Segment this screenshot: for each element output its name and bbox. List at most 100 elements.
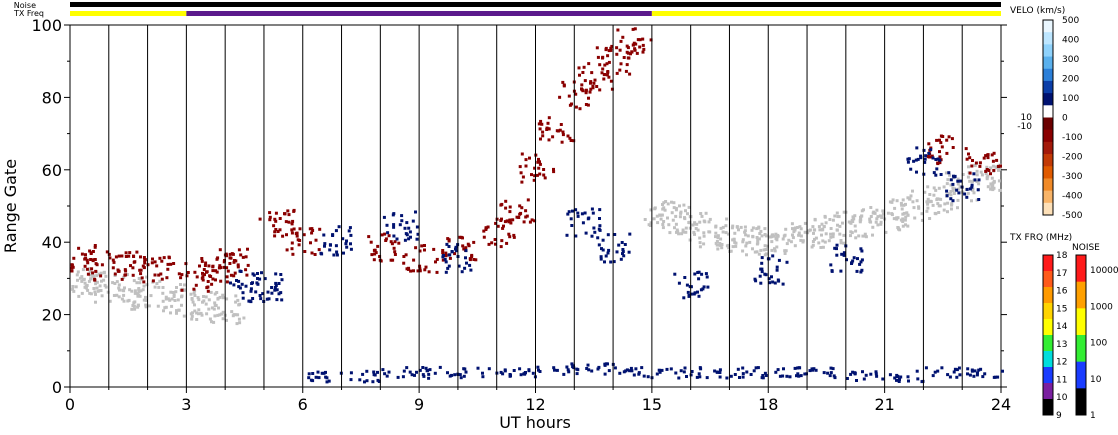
- scatter-point: [598, 228, 602, 232]
- scatter-point: [994, 165, 998, 169]
- scatter-point: [335, 253, 339, 257]
- scatter-point: [229, 256, 233, 260]
- scatter-point: [605, 73, 609, 77]
- scatter-point: [593, 230, 597, 234]
- scatter-point: [798, 366, 802, 370]
- scatter-point: [164, 295, 168, 299]
- scatter-point: [568, 103, 572, 107]
- scatter-point: [677, 376, 681, 380]
- scatter-point: [764, 234, 768, 238]
- scatter-point: [915, 146, 919, 150]
- scatter-point: [827, 239, 831, 243]
- txfreq-colorbar-swatch: [1043, 367, 1053, 384]
- scatter-point: [197, 308, 201, 312]
- scatter-point: [334, 244, 338, 248]
- scatter-point: [273, 217, 277, 221]
- scatter-point: [966, 372, 969, 376]
- scatter-point: [925, 209, 929, 213]
- scatter-point: [484, 228, 488, 231]
- velocity-colorbar-swatch: [1043, 154, 1053, 167]
- scatter-point: [232, 260, 236, 264]
- scatter-point: [533, 166, 537, 170]
- velocity-colorbar-tick: 0: [1062, 114, 1068, 124]
- velocity-colorbar-frame: [1042, 19, 1054, 216]
- scatter-point: [558, 95, 562, 99]
- scatter-point: [607, 49, 611, 53]
- scatter-point: [422, 374, 426, 378]
- velocity-colorbar-swatch: [1043, 190, 1053, 204]
- scatter-point: [704, 211, 708, 215]
- scatter-point: [622, 254, 626, 258]
- scatter-point: [698, 220, 702, 224]
- scatter-point: [916, 377, 920, 381]
- scatter-point: [200, 257, 204, 260]
- scatter-point: [785, 260, 789, 264]
- scatter-point: [849, 372, 853, 376]
- scatter-point: [201, 271, 204, 275]
- scatter-point: [587, 62, 591, 66]
- scatter-point: [412, 269, 415, 273]
- scatter-point: [906, 160, 910, 164]
- scatter-point: [156, 304, 160, 308]
- scatter-point: [200, 259, 204, 263]
- scatter-point: [122, 275, 126, 279]
- scatter-point: [78, 276, 82, 280]
- scatter-point: [976, 188, 980, 192]
- scatter-point: [851, 220, 855, 223]
- scatter-point: [731, 224, 735, 228]
- scatter-point: [796, 366, 799, 370]
- scatter-point: [607, 248, 611, 252]
- scatter-point: [569, 139, 573, 142]
- scatter-point: [849, 234, 852, 238]
- scatter-point: [626, 51, 630, 55]
- scatter-point: [546, 127, 550, 131]
- scatter-point: [600, 71, 604, 75]
- scatter-point: [906, 213, 910, 217]
- scatter-point: [93, 258, 97, 261]
- scatter-point: [311, 229, 315, 232]
- y-tick-label: 80: [42, 88, 62, 107]
- scatter-point: [876, 215, 880, 219]
- scatter-point: [655, 372, 659, 376]
- scatter-point: [138, 294, 142, 298]
- scatter-point: [209, 290, 213, 294]
- scatter-point: [372, 370, 376, 374]
- scatter-point: [830, 269, 834, 273]
- scatter-point: [99, 289, 103, 292]
- scatter-point: [258, 294, 262, 297]
- scatter-point: [83, 285, 87, 289]
- scatter-point: [462, 247, 466, 251]
- scatter-point: [210, 306, 214, 310]
- scatter-point: [444, 251, 448, 255]
- scatter-point: [415, 225, 419, 229]
- scatter-point: [872, 210, 876, 214]
- scatter-point: [662, 201, 666, 205]
- scatter-point: [161, 286, 165, 289]
- scatter-point: [926, 202, 930, 206]
- scatter-point: [675, 228, 679, 232]
- scatter-point: [965, 157, 969, 161]
- scatter-point: [249, 300, 253, 304]
- scatter-point: [831, 232, 835, 236]
- scatter-point: [584, 103, 588, 106]
- scatter-point: [75, 273, 79, 277]
- scatter-point: [841, 221, 844, 225]
- scatter-point: [649, 221, 653, 225]
- scatter-point: [427, 372, 431, 376]
- scatter-point: [938, 161, 942, 165]
- scatter-point: [224, 252, 228, 256]
- scatter-point: [935, 167, 939, 171]
- scatter-point: [755, 227, 759, 231]
- scatter-point: [141, 288, 145, 292]
- scatter-point: [268, 215, 272, 219]
- scatter-point: [464, 246, 468, 250]
- scatter-point: [169, 311, 172, 315]
- scatter-point: [508, 205, 512, 209]
- scatter-point: [94, 300, 97, 304]
- scatter-point: [916, 157, 920, 161]
- scatter-point: [684, 209, 687, 213]
- scatter-point: [905, 211, 909, 215]
- scatter-point: [511, 218, 515, 222]
